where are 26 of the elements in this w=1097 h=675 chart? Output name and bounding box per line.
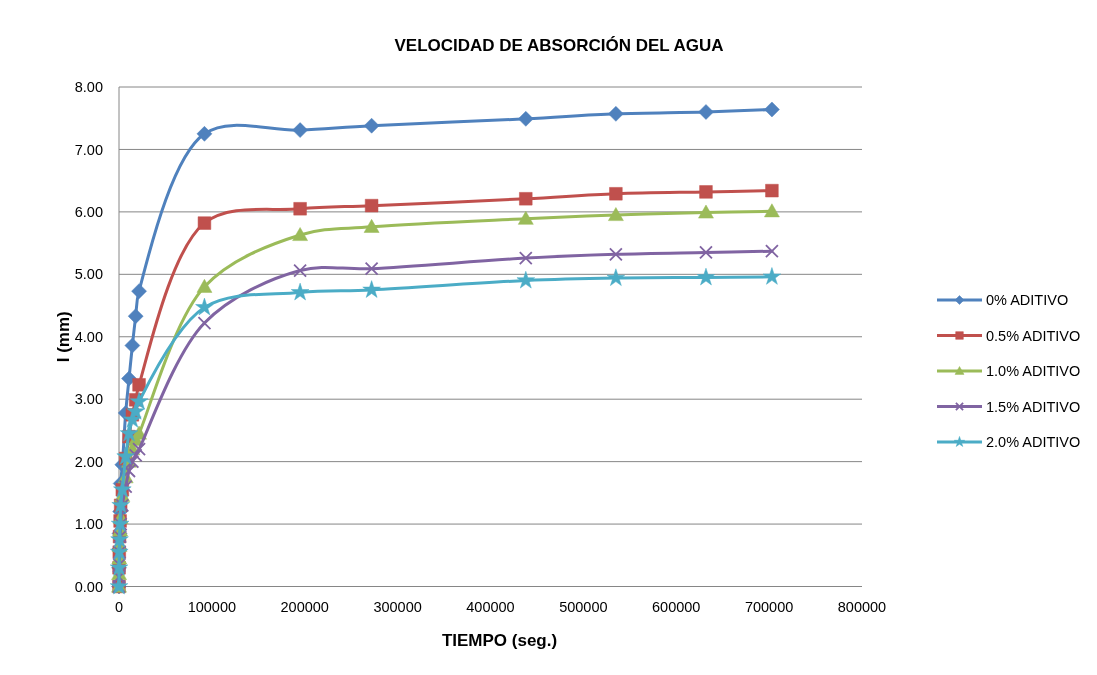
- x-tick-label: 200000: [280, 598, 329, 615]
- legend-label: 0% ADITIVO: [986, 292, 1069, 309]
- x-tick-label: 0: [114, 598, 124, 615]
- y-tick-label: 2.00: [74, 453, 103, 470]
- chart-title: VELOCIDAD DE ABSORCIÓN DEL AGUA: [394, 36, 724, 55]
- y-tick-label: 3.00: [74, 391, 103, 408]
- y-axis-title: I (mm): [54, 311, 73, 363]
- x-tick-label: 300000: [373, 598, 422, 615]
- legend-label: 1.0% ADITIVO: [986, 363, 1081, 380]
- y-tick-label: 8.00: [74, 79, 103, 96]
- x-axis-title: TIEMPO (seg.): [441, 631, 558, 650]
- y-tick-label: 5.00: [74, 266, 103, 283]
- y-tick-label: 1.00: [74, 516, 103, 533]
- legend-label: 0.5% ADITIVO: [986, 327, 1081, 344]
- y-tick-label: 6.00: [74, 203, 103, 220]
- x-tick-label: 800000: [837, 598, 887, 615]
- legend-label: 1.5% ADITIVO: [986, 398, 1081, 415]
- x-tick-label: 700000: [744, 598, 794, 615]
- x-tick-label: 400000: [466, 598, 515, 615]
- x-tick-label: 100000: [187, 598, 237, 615]
- y-tick-label: 0.00: [74, 578, 103, 595]
- x-tick-label: 500000: [559, 598, 608, 615]
- legend-label: 2.0% ADITIVO: [986, 434, 1081, 451]
- x-tick-label: 600000: [652, 598, 701, 615]
- y-tick-label: 7.00: [74, 141, 103, 158]
- y-tick-label: 4.00: [74, 328, 103, 345]
